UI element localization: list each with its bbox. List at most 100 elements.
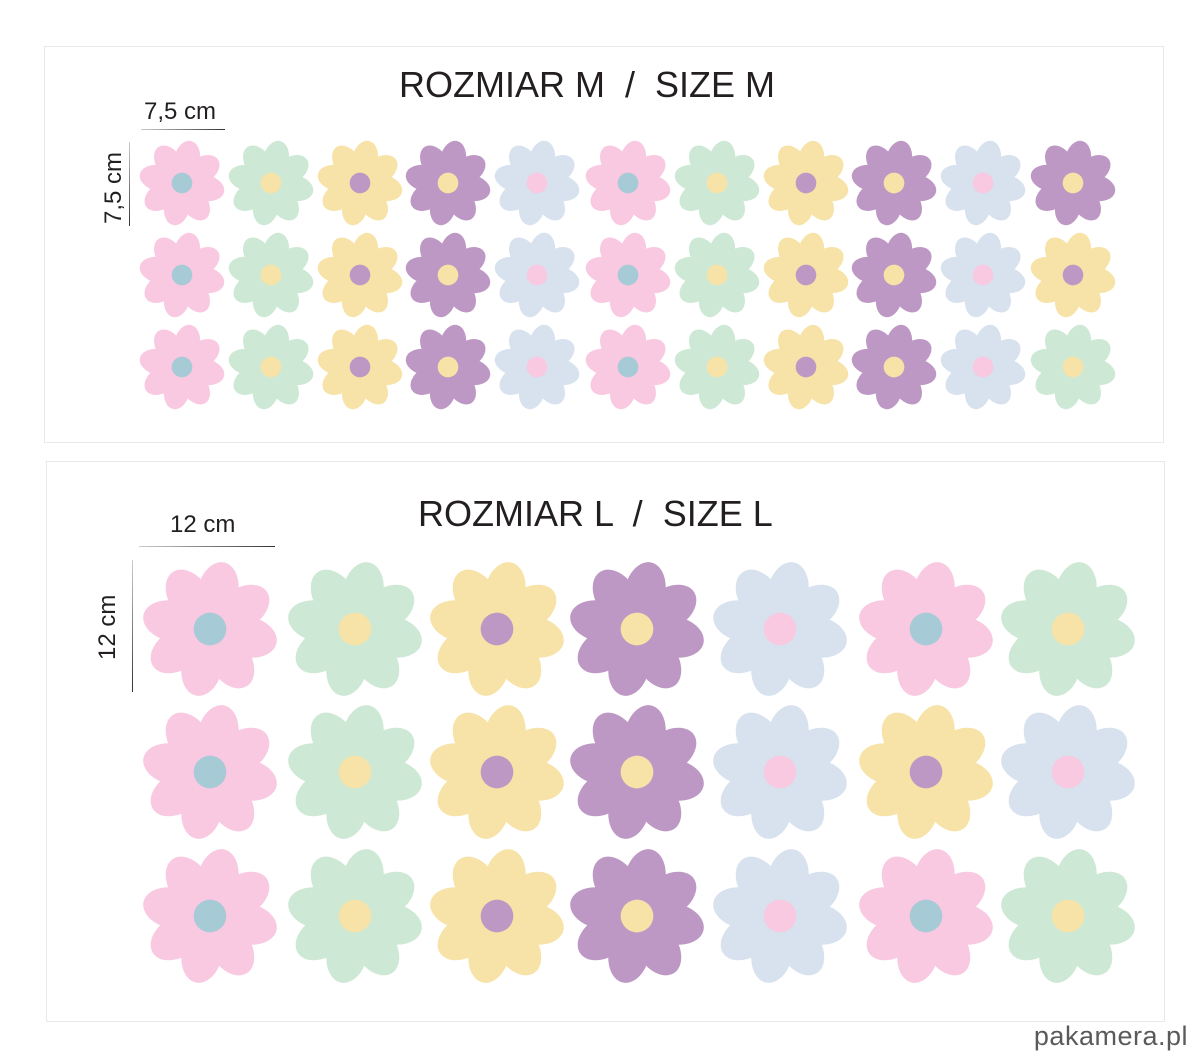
flower-green	[1001, 562, 1135, 696]
flower-center	[617, 264, 639, 286]
flower-green	[674, 232, 760, 318]
flower-center	[193, 899, 227, 933]
flower-center	[437, 172, 459, 194]
flower-center	[909, 899, 943, 933]
size-m-width-label: 7,5 cm	[144, 98, 217, 125]
flower-green	[674, 324, 760, 410]
flower-center	[349, 356, 371, 378]
flower-center	[1051, 899, 1085, 933]
flower-center	[338, 755, 372, 789]
flower-center	[620, 755, 654, 789]
flower-pink	[859, 849, 993, 983]
flower-center	[260, 172, 282, 194]
flower-center	[706, 264, 728, 286]
flower-purple	[1030, 140, 1116, 226]
flower-center	[480, 899, 514, 933]
flower-yellow	[317, 324, 403, 410]
flower-blue	[494, 232, 580, 318]
flower-blue	[940, 324, 1026, 410]
flower-green	[288, 849, 422, 983]
flower-center	[437, 264, 459, 286]
flower-center	[763, 899, 797, 933]
flower-center	[1051, 755, 1085, 789]
flower-pink	[139, 232, 225, 318]
flower-center	[349, 172, 371, 194]
flower-center	[1051, 612, 1085, 646]
flower-center	[338, 612, 372, 646]
flower-center	[193, 612, 227, 646]
flower-center	[1062, 172, 1084, 194]
flower-center	[883, 356, 905, 378]
flower-green	[228, 232, 314, 318]
flower-purple	[851, 140, 937, 226]
flower-center	[480, 612, 514, 646]
flower-purple	[405, 140, 491, 226]
flower-yellow	[430, 849, 564, 983]
flower-center	[171, 264, 193, 286]
flower-center	[795, 264, 817, 286]
flower-pink	[143, 562, 277, 696]
flower-center	[706, 172, 728, 194]
flower-center	[526, 356, 548, 378]
size-l-width-line	[139, 546, 275, 547]
flower-yellow	[317, 232, 403, 318]
flower-green	[674, 140, 760, 226]
flower-center	[883, 172, 905, 194]
flower-center	[972, 264, 994, 286]
size-m-width-line	[141, 129, 225, 130]
size-l-width-label: 12 cm	[170, 511, 236, 538]
flower-green	[1001, 849, 1135, 983]
flower-yellow	[430, 562, 564, 696]
flower-purple	[851, 232, 937, 318]
flower-purple	[570, 705, 704, 839]
flower-center	[617, 356, 639, 378]
flower-center	[972, 172, 994, 194]
flower-center	[480, 755, 514, 789]
flower-yellow	[763, 232, 849, 318]
flower-purple	[405, 324, 491, 410]
flower-center	[883, 264, 905, 286]
flower-green	[228, 324, 314, 410]
flower-center	[972, 356, 994, 378]
flower-purple	[851, 324, 937, 410]
pakamera-watermark: pakamera.pl	[1033, 1021, 1188, 1051]
size-m-height-line	[129, 142, 130, 226]
flower-pink	[143, 849, 277, 983]
flower-purple	[405, 232, 491, 318]
flower-yellow	[763, 324, 849, 410]
flower-center	[526, 172, 548, 194]
flower-blue	[940, 140, 1026, 226]
flower-green	[228, 140, 314, 226]
flower-center	[171, 172, 193, 194]
flower-yellow	[1030, 232, 1116, 318]
flower-center	[617, 172, 639, 194]
flower-pink	[139, 140, 225, 226]
flower-purple	[570, 849, 704, 983]
flower-center	[437, 356, 459, 378]
flower-center	[763, 755, 797, 789]
flower-center	[1062, 264, 1084, 286]
flower-center	[338, 899, 372, 933]
flower-center	[909, 755, 943, 789]
flower-center	[620, 612, 654, 646]
flower-center	[260, 264, 282, 286]
flower-purple	[570, 562, 704, 696]
flower-green	[1030, 324, 1116, 410]
flower-center	[706, 356, 728, 378]
flower-blue	[494, 140, 580, 226]
flower-pink	[859, 562, 993, 696]
size-l-height-line	[132, 560, 133, 692]
flower-pink	[585, 324, 671, 410]
size-m-title: ROZMIAR M / SIZE M	[399, 64, 775, 105]
flower-center	[795, 172, 817, 194]
flower-blue	[713, 705, 847, 839]
flower-blue	[940, 232, 1026, 318]
flower-center	[620, 899, 654, 933]
flower-center	[1062, 356, 1084, 378]
flower-pink	[585, 232, 671, 318]
flower-blue	[494, 324, 580, 410]
flower-center	[260, 356, 282, 378]
flower-center	[193, 755, 227, 789]
flower-green	[288, 562, 422, 696]
